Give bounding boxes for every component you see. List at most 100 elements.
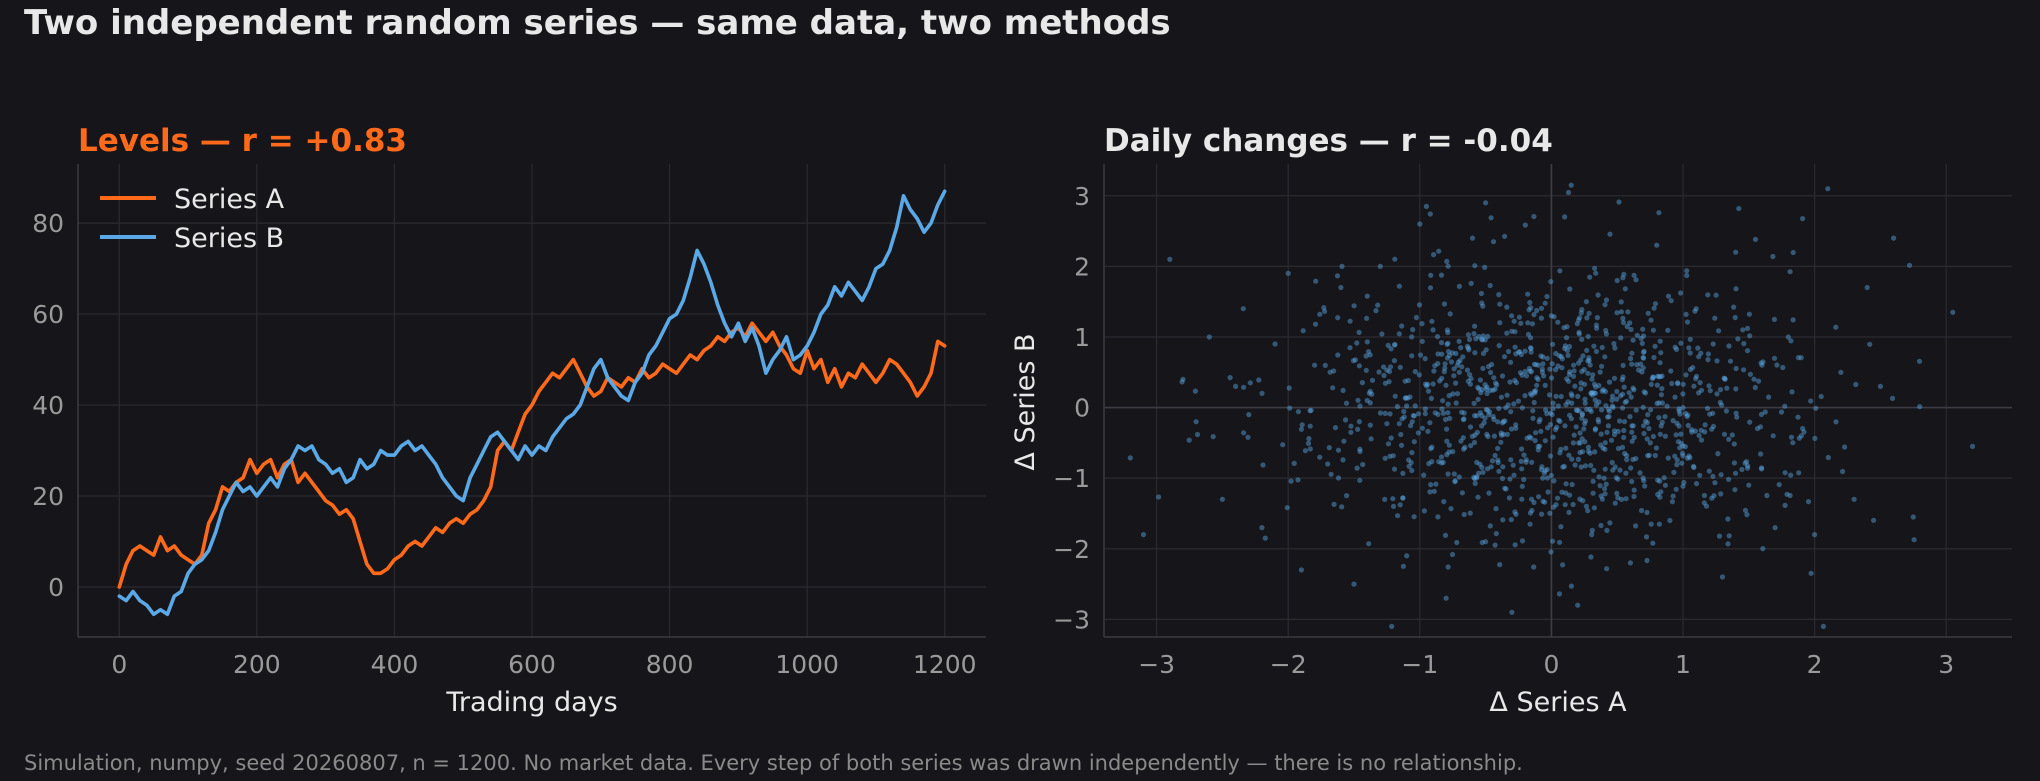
scatter-point	[1547, 453, 1554, 459]
scatter-point	[1599, 363, 1605, 369]
scatter-point	[1687, 455, 1693, 461]
scatter-point	[1206, 334, 1212, 340]
scatter-point	[1640, 326, 1646, 332]
scatter-point	[1790, 249, 1796, 256]
scatter-point	[1605, 406, 1612, 412]
scatter-point	[1662, 433, 1668, 439]
scatter-point	[1461, 410, 1467, 416]
scatter-point	[1579, 436, 1585, 442]
scatter-point	[1574, 407, 1580, 413]
scatter-point	[1512, 344, 1518, 350]
scatter-point	[1516, 349, 1522, 355]
scatter-point	[1609, 403, 1615, 409]
levels-ytick-label: 80	[32, 209, 64, 238]
scatter-point	[1454, 539, 1460, 546]
scatter-point	[1490, 239, 1497, 245]
scatter-point	[1714, 358, 1720, 364]
scatter-point	[1595, 416, 1601, 423]
scatter-point	[1813, 405, 1819, 411]
scatter-point	[1550, 504, 1557, 510]
scatter-point	[1776, 482, 1782, 488]
scatter-point	[1385, 342, 1391, 348]
changes-xtick-label: −1	[1401, 650, 1438, 679]
scatter-point	[1363, 353, 1369, 359]
scatter-point	[1702, 422, 1708, 428]
scatter-point	[1615, 495, 1621, 501]
scatter-point	[1295, 409, 1301, 415]
scatter-point	[1592, 265, 1598, 271]
scatter-point	[1620, 405, 1626, 411]
scatter-point	[1641, 389, 1647, 395]
levels-xtick-label: 200	[233, 650, 281, 679]
scatter-point	[1684, 268, 1690, 274]
scatter-point	[1455, 359, 1461, 365]
scatter-point	[1501, 431, 1507, 437]
scatter-point	[1716, 328, 1722, 334]
scatter-point	[1287, 405, 1293, 411]
scatter-point	[1465, 345, 1471, 351]
scatter-point	[1499, 475, 1506, 482]
scatter-point	[1631, 272, 1637, 278]
scatter-point	[1497, 320, 1503, 326]
scatter-point	[1402, 378, 1408, 384]
scatter-point	[1594, 315, 1600, 321]
scatter-point	[1483, 539, 1489, 545]
scatter-point	[1711, 493, 1717, 499]
levels-xtick-label: 1000	[775, 650, 839, 679]
scatter-point	[1684, 455, 1690, 461]
scatter-point	[1562, 345, 1568, 352]
scatter-point	[1644, 436, 1650, 442]
scatter-point	[1407, 394, 1413, 400]
scatter-point	[1602, 302, 1608, 308]
scatter-point	[1691, 464, 1697, 471]
scatter-point	[1733, 249, 1739, 255]
scatter-point	[1825, 454, 1831, 461]
scatter-point	[1518, 458, 1524, 464]
scatter-point	[1477, 410, 1483, 416]
scatter-point	[1450, 449, 1456, 455]
scatter-point	[1322, 362, 1328, 368]
scatter-point	[1784, 491, 1790, 497]
scatter-point	[1409, 450, 1415, 456]
scatter-point	[1557, 539, 1563, 545]
scatter-point	[1665, 455, 1671, 461]
scatter-point	[1513, 380, 1519, 386]
scatter-point	[1456, 474, 1462, 480]
scatter-point	[1364, 339, 1370, 345]
scatter-point	[1812, 435, 1818, 441]
scatter-point	[1424, 383, 1430, 389]
scatter-point	[1743, 459, 1750, 465]
scatter-point	[1659, 386, 1665, 392]
scatter-point	[1399, 323, 1405, 329]
scatter-point	[1335, 315, 1341, 321]
scatter-point	[1444, 452, 1450, 458]
scatter-point	[1543, 407, 1549, 413]
scatter-point	[1431, 488, 1437, 494]
scatter-point	[1670, 418, 1676, 424]
scatter-point	[1606, 408, 1612, 414]
scatter-point	[1468, 376, 1474, 382]
scatter-point	[1335, 475, 1342, 481]
scatter-point	[1684, 413, 1690, 420]
scatter-point	[1729, 432, 1735, 438]
scatter-point	[1525, 320, 1531, 326]
scatter-point	[1519, 405, 1525, 411]
scatter-point	[1550, 341, 1556, 347]
scatter-point	[1532, 438, 1538, 444]
scatter-point	[1375, 302, 1381, 308]
scatter-point	[1447, 311, 1453, 317]
scatter-point	[1674, 420, 1680, 426]
scatter-point	[1186, 437, 1192, 443]
scatter-point	[1579, 306, 1585, 313]
scatter-point	[1503, 405, 1509, 411]
scatter-point	[1579, 368, 1585, 375]
scatter-point	[1654, 400, 1660, 406]
scatter-point	[1796, 470, 1802, 476]
scatter-point	[1477, 461, 1483, 467]
scatter-point	[1364, 397, 1370, 404]
scatter-point	[1617, 467, 1623, 473]
scatter-point	[1481, 420, 1487, 426]
scatter-point	[1610, 467, 1616, 473]
scatter-point	[1365, 349, 1372, 355]
